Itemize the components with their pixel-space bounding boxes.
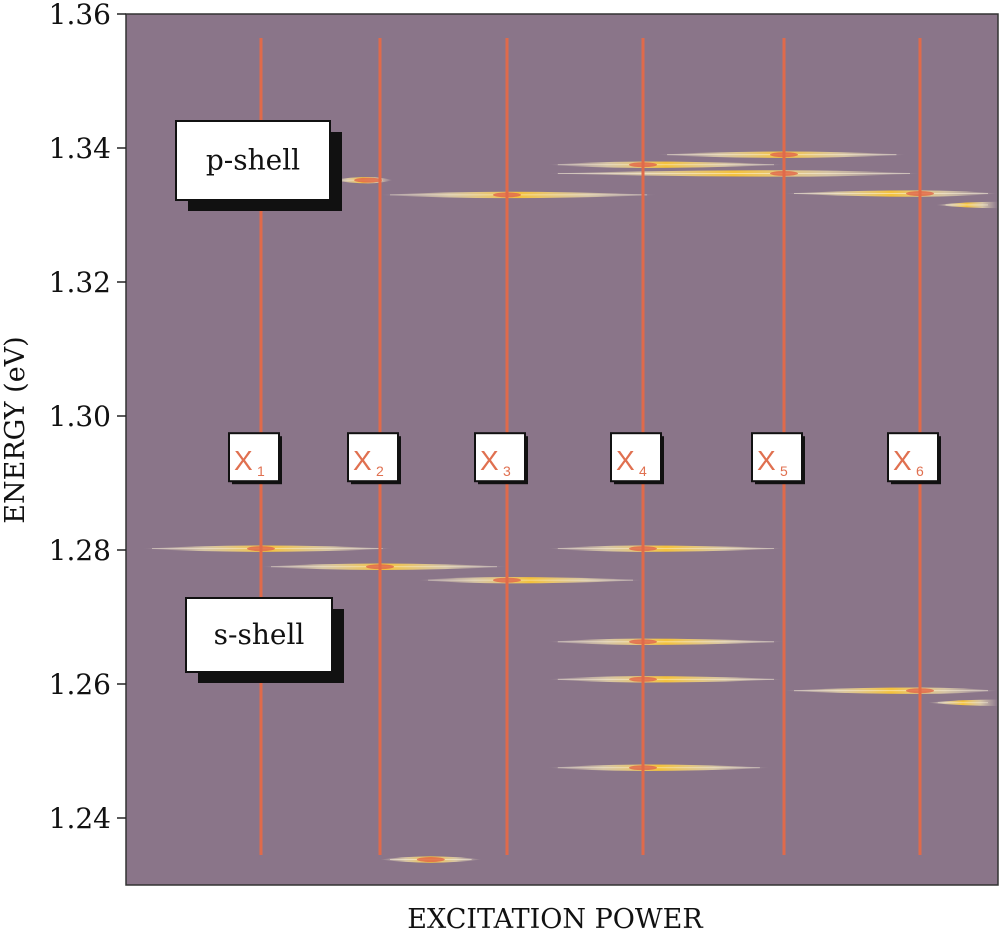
svg-text:X: X <box>616 445 635 476</box>
svg-text:X: X <box>234 445 253 476</box>
emission-line <box>418 576 643 584</box>
y-tick-label: 1.34 <box>49 132 111 165</box>
s-shell-label: s-shell <box>185 597 344 683</box>
svg-text:X: X <box>757 445 776 476</box>
emission-line <box>380 191 658 199</box>
svg-text:X: X <box>353 445 372 476</box>
emission-line <box>142 545 393 552</box>
y-tick-label: 1.30 <box>49 400 111 433</box>
emission-lines <box>142 151 998 863</box>
plot-frame <box>125 13 999 886</box>
svg-text:X: X <box>893 445 912 476</box>
svg-text:s-shell: s-shell <box>214 618 305 651</box>
svg-text:p-shell: p-shell <box>206 144 300 177</box>
emission-line <box>935 201 998 209</box>
emission-line <box>547 764 770 771</box>
y-axis-title: ENERGY (eV) <box>0 336 31 523</box>
emission-line <box>784 190 998 197</box>
emission-line <box>332 176 393 184</box>
y-tick-label: 1.36 <box>49 0 111 31</box>
emission-line <box>380 856 482 863</box>
svg-text:2: 2 <box>376 463 384 479</box>
svg-text:5: 5 <box>780 463 788 479</box>
svg-text:6: 6 <box>916 463 924 479</box>
y-tick-label: 1.32 <box>49 266 111 299</box>
svg-text:4: 4 <box>639 463 647 479</box>
p-shell-label: p-shell <box>175 120 342 211</box>
y-axis: 1.24 1.26 1.28 1.30 1.32 1.34 1.36 <box>49 0 126 835</box>
shell-labels: p-shell s-shell <box>175 120 344 683</box>
y-tick-label: 1.24 <box>49 802 111 835</box>
emission-line <box>547 676 784 683</box>
y-tick-label: 1.28 <box>49 534 111 567</box>
svg-text:X: X <box>480 445 499 476</box>
svg-text:1: 1 <box>257 463 265 479</box>
x-axis-title: EXCITATION POWER <box>407 904 703 932</box>
emission-line <box>927 699 998 706</box>
y-tick-label: 1.26 <box>49 668 111 701</box>
svg-text:3: 3 <box>503 463 511 479</box>
